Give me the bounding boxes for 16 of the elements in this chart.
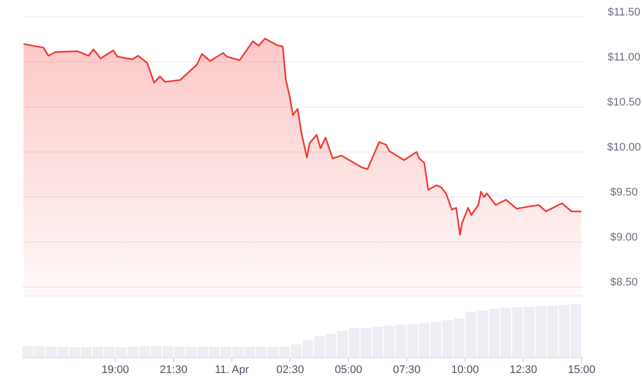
y-tick-label: $9.00 [610,231,638,244]
x-tick-label: 15:00 [568,364,596,376]
x-tick-label: 11. Apr [214,364,250,376]
x-tick-label: 12:30 [510,364,538,376]
y-tick-label: $9.50 [610,186,638,198]
x-tick-label: 10:00 [451,364,479,376]
y-tick-label: $11.00 [608,51,640,64]
x-tick-label: 21:30 [160,364,188,376]
y-tick-label: $11.50 [608,6,640,18]
y-tick-label: $10.00 [607,141,641,154]
x-tick-label: 07:30 [393,364,421,376]
x-tick-label: 02:30 [276,364,304,376]
y-tick-label: $8.50 [610,276,638,288]
x-tick-label: 05:00 [334,364,362,376]
y-tick-label: $10.50 [607,96,641,108]
x-tick-label: 19:00 [102,364,130,376]
